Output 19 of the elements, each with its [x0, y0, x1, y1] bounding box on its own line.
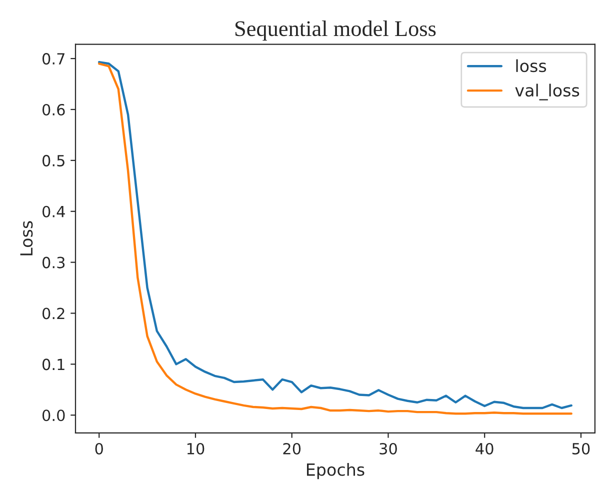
x-tick-label: 10	[187, 442, 204, 455]
legend-label: val_loss	[515, 84, 580, 100]
x-tick-label: 30	[380, 442, 397, 455]
y-axis-title: Loss	[20, 221, 33, 256]
y-tick-label: 0.6	[42, 104, 65, 116]
chart-title: Sequential model Loss	[235, 20, 436, 41]
x-tick-label: 20	[283, 442, 301, 455]
y-tick-label: 0.3	[42, 256, 65, 268]
y-tick-label: 0.5	[42, 154, 64, 166]
y-tick-label: 0.2	[42, 308, 64, 320]
x-tick-label: 40	[476, 442, 494, 455]
y-tick-label: 0.0	[42, 410, 65, 422]
y-tick-label: 0.7	[42, 53, 64, 65]
x-tick-label: 50	[572, 442, 590, 455]
y-tick-label: 0.1	[42, 358, 64, 370]
x-axis-title: Epochs	[306, 463, 364, 480]
y-tick-label: 0.4	[42, 206, 65, 218]
x-tick-label: 0	[95, 442, 103, 455]
legend-label: loss	[516, 59, 546, 72]
